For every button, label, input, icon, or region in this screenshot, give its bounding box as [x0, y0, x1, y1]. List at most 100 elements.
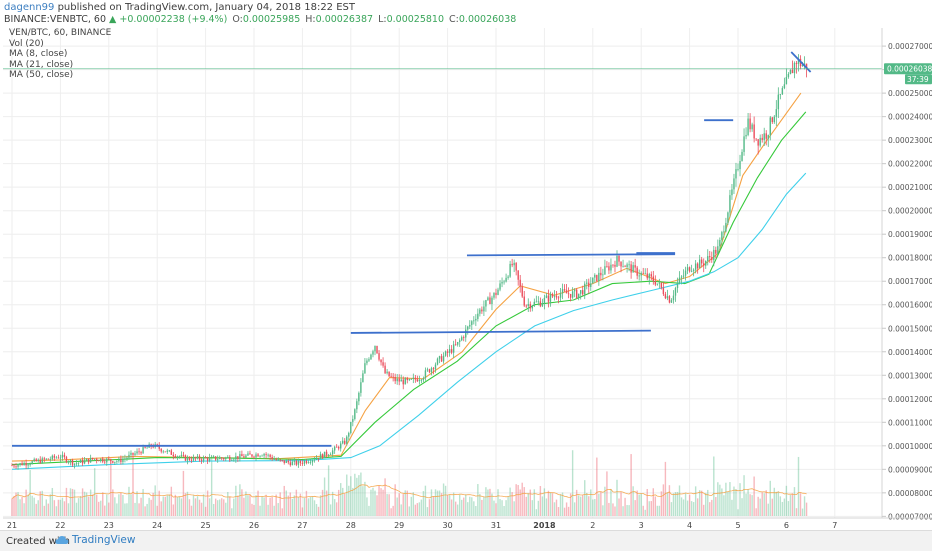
- candle-body: [77, 462, 80, 464]
- volume-bar: [61, 497, 64, 516]
- candle-body: [739, 161, 741, 170]
- brand-name: TradingView: [72, 534, 136, 546]
- candle-body: [592, 277, 594, 284]
- volume-bar: [525, 496, 527, 516]
- candle-body: [402, 379, 404, 385]
- volume-bar: [301, 507, 304, 516]
- candle-body: [180, 454, 183, 457]
- tradingview-brand[interactable]: TradingView: [55, 534, 135, 546]
- volume-bar: [666, 492, 669, 516]
- candle-body: [190, 459, 193, 461]
- volume-bar: [707, 489, 709, 516]
- candle-body: [31, 461, 33, 465]
- legend-ma-50[interactable]: MA (50, close): [9, 70, 74, 81]
- time-tick-label: 30: [443, 521, 453, 530]
- candle-body: [608, 266, 610, 271]
- volume-bar: [801, 508, 804, 516]
- volume-bar: [313, 500, 316, 516]
- volume-bar: [192, 495, 195, 516]
- legend-ma-8[interactable]: MA (8, close): [9, 49, 68, 60]
- legend-volume[interactable]: Vol (20): [9, 38, 44, 49]
- volume-bar: [154, 485, 156, 516]
- candle-body: [386, 371, 388, 374]
- candle-body: [233, 459, 235, 461]
- volume-bar: [368, 505, 370, 516]
- legend-ma-21[interactable]: MA (21, close): [9, 59, 74, 70]
- volume-bar: [793, 487, 796, 516]
- volume-bar: [41, 490, 43, 516]
- candle-body: [55, 457, 58, 459]
- candle-body: [571, 291, 574, 298]
- volume-bar: [340, 483, 342, 516]
- volume-bar: [549, 492, 552, 516]
- volume-bar: [344, 493, 346, 516]
- candle-body: [686, 267, 689, 271]
- countdown-badge: [905, 74, 932, 85]
- volume-bar: [408, 506, 410, 516]
- candle-body: [152, 446, 154, 448]
- volume-bar: [442, 483, 445, 516]
- candle-body: [186, 457, 189, 461]
- volume-bar: [307, 498, 310, 516]
- volume-bar: [402, 494, 404, 516]
- candle-body: [636, 267, 638, 276]
- candle-body: [749, 118, 751, 130]
- volume-bar: [299, 493, 302, 516]
- volume-bar: [600, 492, 602, 516]
- candle-body: [703, 263, 705, 266]
- candle-body: [582, 290, 584, 295]
- candle-body: [747, 118, 749, 135]
- volume-bar: [146, 503, 148, 516]
- volume-bar: [537, 500, 540, 516]
- candle-body: [394, 377, 396, 382]
- candle-body: [356, 401, 358, 410]
- candle-body: [471, 321, 473, 325]
- volume-bar: [93, 468, 96, 516]
- candle-body: [573, 289, 576, 292]
- price-tick-label: 0.00024000: [888, 113, 932, 122]
- volume-bar: [483, 496, 485, 516]
- time-tick-label: 25: [201, 521, 211, 530]
- candle-body: [656, 283, 659, 285]
- candle-body: [614, 264, 616, 267]
- candle-body: [638, 275, 640, 277]
- volume-bar: [727, 492, 729, 516]
- candle-body: [600, 272, 602, 276]
- candle-body: [654, 281, 657, 285]
- volume-bar: [142, 488, 144, 516]
- candle-body: [202, 457, 205, 461]
- candle-body: [11, 465, 13, 467]
- ma-line-1: [11, 92, 802, 462]
- legend-title[interactable]: VEN/BTC, 60, BINANCE: [9, 28, 112, 38]
- candle-body: [765, 133, 767, 139]
- candle-body: [398, 378, 400, 382]
- candle-body: [118, 458, 120, 462]
- volume-bar: [723, 495, 725, 516]
- volume-bar: [162, 496, 164, 516]
- volume-bar: [803, 496, 806, 516]
- candle-body: [539, 301, 542, 307]
- candle-body: [243, 456, 245, 458]
- volume-bar: [283, 485, 285, 516]
- time-tick-label: 7: [832, 521, 837, 530]
- candle-body: [182, 454, 185, 456]
- volume-bar: [352, 487, 354, 516]
- volume-bar: [763, 493, 765, 516]
- volume-bar: [337, 489, 340, 516]
- candle-body: [511, 263, 513, 266]
- candle-body: [505, 277, 507, 282]
- candle-body: [112, 461, 114, 463]
- author-name[interactable]: dagenn99: [4, 2, 55, 13]
- candle-body: [73, 463, 76, 465]
- candle-body: [529, 304, 531, 309]
- volume-bar: [366, 497, 368, 516]
- candle-body: [584, 283, 586, 295]
- candle-body: [368, 359, 370, 361]
- volume-bar: [700, 490, 703, 516]
- volume-bar: [178, 496, 181, 516]
- candle-body: [682, 275, 685, 277]
- volume-bar: [245, 491, 247, 516]
- close-value: 0.00026038: [458, 14, 517, 25]
- candle-body: [269, 454, 271, 457]
